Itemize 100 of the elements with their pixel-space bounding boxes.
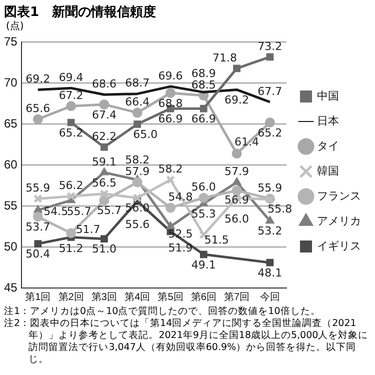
x-tick-label: 第6回 bbox=[190, 290, 216, 303]
point bbox=[100, 143, 108, 151]
point bbox=[66, 101, 76, 112]
legend-label: アメリカ bbox=[317, 216, 361, 228]
y-tick-label: 75 bbox=[4, 34, 18, 49]
legend-label: フランス bbox=[317, 190, 361, 203]
legend-label: 日本 bbox=[317, 114, 339, 128]
data-label: 50.4 bbox=[26, 248, 50, 261]
data-label: 55.9 bbox=[258, 182, 282, 195]
y-tick-label: 70 bbox=[4, 75, 18, 90]
data-label: 68.5 bbox=[191, 78, 216, 92]
data-label: 57.9 bbox=[125, 165, 150, 178]
point bbox=[100, 189, 109, 198]
data-label: 55.6 bbox=[125, 218, 150, 232]
data-label: 66.9 bbox=[191, 112, 216, 126]
data-label: 73.2 bbox=[258, 40, 282, 53]
y-axis-title: (点) bbox=[5, 20, 25, 32]
data-label: 56.9 bbox=[224, 193, 250, 206]
data-label: 54.8 bbox=[168, 190, 193, 204]
data-label: 51.9 bbox=[168, 241, 193, 254]
data-label: 55.8 bbox=[268, 202, 292, 216]
data-label: 68.7 bbox=[125, 76, 150, 90]
point bbox=[264, 117, 275, 128]
point bbox=[266, 216, 274, 224]
data-label: 59.1 bbox=[92, 155, 116, 168]
point bbox=[134, 120, 142, 128]
x-tick-label: 第5回 bbox=[158, 290, 184, 303]
y-tick-label: 60 bbox=[4, 157, 18, 172]
point bbox=[132, 108, 142, 118]
data-label: 68.6 bbox=[92, 77, 116, 90]
point bbox=[266, 258, 274, 266]
point bbox=[233, 64, 240, 72]
data-label: 71.8 bbox=[212, 51, 238, 64]
data-label: 67.4 bbox=[92, 108, 116, 122]
legend-label: タイ bbox=[317, 140, 339, 153]
legend-label: イギリス bbox=[317, 240, 361, 253]
data-label: 67.2 bbox=[58, 88, 84, 102]
data-label: 61.4 bbox=[234, 135, 260, 148]
data-label: 68.8 bbox=[158, 96, 183, 110]
data-label: 51.5 bbox=[204, 234, 229, 247]
data-label: 51.7 bbox=[76, 222, 100, 236]
data-label: 65.2 bbox=[258, 126, 282, 140]
y-tick-label: 45 bbox=[4, 280, 18, 294]
point bbox=[33, 194, 42, 204]
text: 注2：図表中の日本については「第14回メディアに関する全国世論調査（2021年）」より参考として表記。2021年9月に全国18歳以上の5,000人を対象に訪問留置法で行い3,047人（有効回収率60.9%）から回答を得た。以下同じ。 bbox=[4, 318, 370, 366]
legend-label: 韓国 bbox=[317, 164, 339, 178]
data-label: 55.7 bbox=[66, 205, 92, 218]
data-label: 65.0 bbox=[133, 128, 158, 141]
y-tick-label: 65 bbox=[4, 116, 18, 130]
data-label: 69.2 bbox=[26, 72, 50, 86]
point bbox=[232, 177, 242, 186]
point bbox=[66, 228, 76, 238]
data-label: 51.2 bbox=[58, 242, 84, 256]
data-label: 69.4 bbox=[58, 70, 84, 84]
data-label: 68.9 bbox=[191, 67, 216, 80]
x-tick-label: 第1回 bbox=[25, 290, 51, 303]
point bbox=[165, 88, 176, 98]
data-label: 62.2 bbox=[92, 130, 116, 143]
data-label: 56.0 bbox=[191, 180, 216, 194]
point bbox=[200, 250, 208, 258]
x-tick-label: 今回 bbox=[260, 290, 280, 303]
point bbox=[32, 114, 43, 124]
text: 注1：アメリカは0点～10点で質問したので、回答の数値を10倍した。 bbox=[4, 306, 322, 318]
data-label: 66.9 bbox=[158, 112, 183, 126]
point bbox=[166, 222, 175, 230]
point bbox=[166, 175, 175, 184]
data-label: 55.3 bbox=[191, 207, 216, 220]
data-label: 65.2 bbox=[58, 126, 84, 140]
data-label: 69.2 bbox=[224, 94, 250, 107]
data-label: 49.1 bbox=[191, 258, 216, 272]
point bbox=[132, 177, 142, 188]
data-label: 58.2 bbox=[158, 162, 183, 176]
y-tick-label: 55 bbox=[4, 198, 18, 212]
data-label: 48.1 bbox=[258, 266, 282, 280]
y-tick-label: 50 bbox=[4, 239, 18, 254]
chart-title: 図表1 新聞の情報信頼度 bbox=[3, 4, 158, 20]
data-label: 53.7 bbox=[26, 220, 50, 234]
point bbox=[100, 167, 109, 176]
point bbox=[32, 212, 43, 222]
data-label: 57.9 bbox=[224, 165, 250, 178]
point bbox=[232, 148, 242, 159]
data-label: 56.5 bbox=[92, 176, 116, 190]
x-tick-label: 第4回 bbox=[124, 290, 150, 303]
point bbox=[200, 104, 208, 112]
point bbox=[266, 53, 274, 61]
point bbox=[34, 240, 42, 248]
data-label: 67.7 bbox=[258, 84, 282, 98]
data-label: 55.7 bbox=[96, 204, 122, 218]
data-label: 56.2 bbox=[58, 179, 84, 192]
point bbox=[34, 205, 42, 213]
point bbox=[100, 235, 108, 243]
data-label: 51.0 bbox=[92, 242, 116, 256]
data-label: 54.5 bbox=[44, 205, 68, 218]
data-label: 55.9 bbox=[26, 182, 50, 195]
point bbox=[99, 99, 110, 110]
data-label: 53.2 bbox=[258, 224, 282, 238]
data-label: 66.4 bbox=[125, 96, 150, 109]
data-label: 69.6 bbox=[158, 69, 183, 82]
point bbox=[132, 193, 142, 202]
point bbox=[165, 202, 176, 213]
